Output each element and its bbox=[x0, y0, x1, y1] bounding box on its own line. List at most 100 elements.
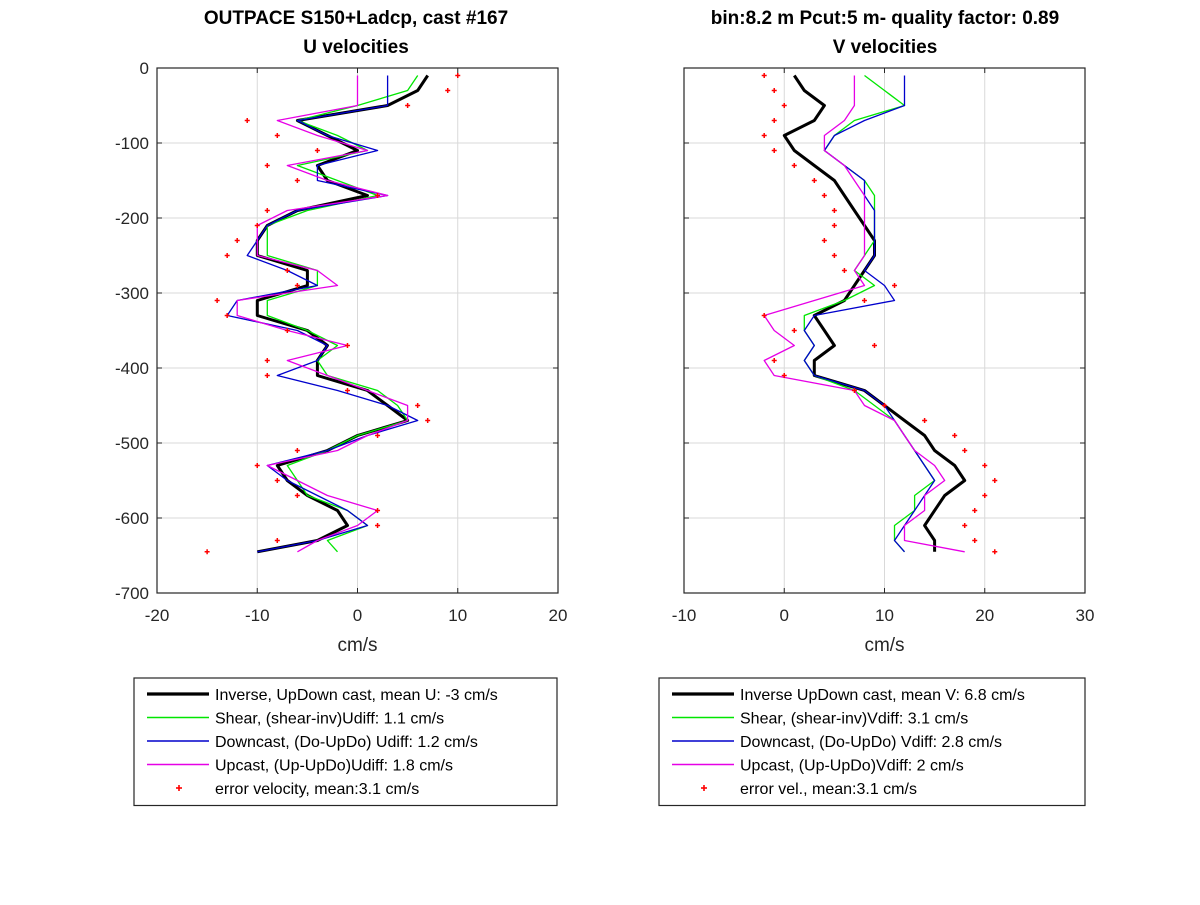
u-error-marker bbox=[375, 508, 381, 513]
u-y-tick-label: -600 bbox=[115, 509, 149, 528]
legend-label: error velocity, mean:3.1 cm/s bbox=[215, 781, 419, 798]
v-error-marker bbox=[771, 358, 777, 363]
v-error-marker bbox=[922, 418, 928, 423]
legend-label: Upcast, (Up-UpDo)Udiff: 1.8 cm/s bbox=[215, 758, 453, 775]
v-x-tick-label: 10 bbox=[875, 606, 894, 625]
u-error-marker bbox=[204, 549, 210, 555]
legend-label: Inverse, UpDown cast, mean U: -3 cm/s bbox=[215, 687, 498, 704]
u-y-tick-label: -700 bbox=[115, 584, 149, 603]
u-error-marker bbox=[224, 313, 230, 318]
u-error-marker bbox=[375, 523, 381, 528]
legend-entry: Inverse UpDown cast, mean V: 6.8 cm/s bbox=[672, 687, 1025, 704]
v-error-marker bbox=[882, 403, 887, 408]
v-error-marker bbox=[992, 478, 998, 483]
u-series-line-2 bbox=[226, 75, 419, 553]
u-error-marker bbox=[234, 238, 240, 243]
v-error-marker bbox=[831, 253, 837, 258]
v-error-marker bbox=[761, 313, 767, 318]
u-series-line-3 bbox=[236, 75, 409, 553]
u-error-marker bbox=[244, 118, 250, 123]
v-error-marker bbox=[831, 208, 837, 213]
u-error-marker bbox=[264, 163, 270, 168]
legend-entry: Shear, (shear-inv)Vdiff: 3.1 cm/s bbox=[672, 711, 968, 728]
v-error-marker bbox=[791, 328, 797, 333]
left-title-line1: OUTPACE S150+Ladcp, cast #167 bbox=[204, 8, 508, 29]
u-velocity-axes: -20 -10 0 10 200-100-200-300-400-500-600-700… bbox=[115, 59, 567, 656]
u-error-marker bbox=[375, 193, 381, 198]
u-error-marker bbox=[314, 148, 320, 153]
u-error-marker bbox=[284, 268, 290, 273]
u-error-marker bbox=[425, 418, 431, 423]
v-error-marker bbox=[892, 283, 898, 288]
v-x-axis-label: cm/s bbox=[864, 635, 904, 656]
u-error-marker bbox=[274, 538, 280, 543]
legend-label: Inverse UpDown cast, mean V: 6.8 cm/s bbox=[740, 687, 1025, 704]
u-series-line-0 bbox=[255, 74, 429, 554]
v-error-marker bbox=[771, 118, 777, 123]
u-error-marker bbox=[294, 448, 300, 453]
v-error-marker bbox=[861, 298, 867, 303]
right-title-line2: V velocities bbox=[833, 37, 938, 58]
v-error-marker bbox=[871, 343, 877, 348]
v-error-marker bbox=[811, 178, 817, 183]
u-x-axis-label: cm/s bbox=[337, 635, 377, 656]
legend-label: Downcast, (Do-UpDo) Udiff: 1.2 cm/s bbox=[215, 734, 478, 751]
u-error-marker bbox=[294, 178, 300, 183]
v-error-marker bbox=[791, 163, 797, 168]
v-legend: Inverse UpDown cast, mean V: 6.8 cm/s She… bbox=[658, 677, 1086, 807]
v-error-marker bbox=[761, 73, 767, 78]
u-error-marker bbox=[415, 403, 421, 408]
u-error-marker bbox=[344, 343, 350, 348]
u-y-tick-label: -100 bbox=[115, 134, 149, 153]
legend-entry: error vel., mean:3.1 cm/s bbox=[701, 781, 917, 798]
v-error-marker bbox=[821, 238, 827, 243]
legend-entry: Downcast, (Do-UpDo) Vdiff: 2.8 cm/s bbox=[672, 734, 1002, 751]
right-title-line1: bin:8.2 m Pcut:5 m- quality factor: 0.89 bbox=[711, 8, 1059, 29]
v-velocity-axes: -10 0 10 20 30 cm/s bbox=[672, 67, 1095, 656]
u-error-marker bbox=[405, 103, 411, 108]
u-error-marker bbox=[344, 388, 350, 393]
v-x-tick-label: -10 bbox=[672, 606, 697, 625]
u-x-tick-label: 20 bbox=[549, 606, 568, 625]
v-error-marker bbox=[972, 508, 978, 513]
u-series-line-1 bbox=[266, 75, 419, 553]
v-error-marker bbox=[982, 493, 988, 498]
left-title-line2: U velocities bbox=[303, 37, 409, 58]
legend-label: Shear, (shear-inv)Udiff: 1.1 cm/s bbox=[215, 711, 444, 728]
u-error-marker bbox=[264, 373, 270, 378]
v-error-marker bbox=[962, 448, 968, 453]
legend-entry: Shear, (shear-inv)Udiff: 1.1 cm/s bbox=[147, 711, 444, 728]
v-error-marker bbox=[761, 133, 767, 138]
v-error-marker bbox=[781, 103, 787, 108]
legend-label: Downcast, (Do-UpDo) Vdiff: 2.8 cm/s bbox=[740, 734, 1002, 751]
u-error-marker bbox=[294, 283, 300, 288]
u-error-marker bbox=[214, 298, 220, 303]
v-error-marker bbox=[992, 549, 998, 555]
v-x-tick-label: 20 bbox=[975, 606, 994, 625]
v-error-marker bbox=[821, 193, 827, 198]
u-x-tick-label: -20 bbox=[145, 606, 170, 625]
v-x-tick-label: 30 bbox=[1076, 606, 1095, 625]
legend-label: Shear, (shear-inv)Vdiff: 3.1 cm/s bbox=[740, 711, 968, 728]
v-error-marker bbox=[851, 388, 857, 393]
v-error-marker bbox=[771, 88, 777, 93]
u-legend: Inverse, UpDown cast, mean U: -3 cm/s She… bbox=[133, 677, 558, 807]
legend-entry: Upcast, (Up-UpDo)Vdiff: 2 cm/s bbox=[672, 758, 964, 775]
legend-label: Upcast, (Up-UpDo)Vdiff: 2 cm/s bbox=[740, 758, 964, 775]
u-y-tick-label: -400 bbox=[115, 359, 149, 378]
legend-entry: error velocity, mean:3.1 cm/s bbox=[176, 781, 419, 798]
v-error-marker bbox=[771, 148, 777, 153]
legend-entry: Upcast, (Up-UpDo)Udiff: 1.8 cm/s bbox=[147, 758, 453, 775]
u-error-marker bbox=[445, 88, 451, 93]
legend-entry: Inverse, UpDown cast, mean U: -3 cm/s bbox=[147, 687, 498, 704]
u-x-tick-label: 10 bbox=[448, 606, 467, 625]
v-error-marker bbox=[972, 538, 978, 543]
u-y-tick-label: -200 bbox=[115, 209, 149, 228]
u-error-marker bbox=[264, 208, 270, 213]
u-y-tick-label: -500 bbox=[115, 434, 149, 453]
u-error-marker bbox=[375, 433, 381, 438]
v-error-marker bbox=[962, 523, 968, 528]
legend-entry: Downcast, (Do-UpDo) Udiff: 1.2 cm/s bbox=[147, 734, 478, 751]
